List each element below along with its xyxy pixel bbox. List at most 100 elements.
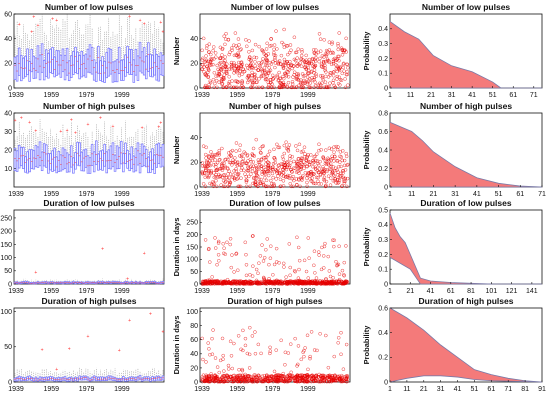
scatter-point [221,242,225,246]
scatter-point [227,75,231,79]
y-tick-label: 150 [0,242,12,249]
box-iqr [161,144,165,167]
scatter-point [333,177,338,181]
scatter-point [242,168,246,173]
scatter-point [203,85,207,90]
y-tick-label: 30 [4,129,12,136]
scatter-point [313,80,317,84]
scatter-point [342,179,346,183]
scatter-point [285,280,289,284]
upper-bound-line [389,212,492,285]
scatter-point [314,72,318,76]
scatter-point [336,81,341,86]
scatter-point [229,374,233,379]
box-outlier: + [59,129,62,135]
scatter-point [326,156,330,160]
scatter-point [222,61,227,65]
scatter-point [342,273,346,277]
scatter-point [266,52,270,56]
scatter-point [268,349,273,353]
scatter-point [285,60,289,64]
scatter-point [289,85,294,90]
scatter-point [340,373,344,378]
scatter-point [254,80,258,85]
scatter-point [330,50,335,55]
scatter-point [227,183,232,187]
box-outlier: + [51,16,54,22]
scatter-point [232,169,236,173]
x-tick-label: 21 [430,191,438,198]
scatter-point [242,70,246,74]
scatter-point [242,150,246,154]
scatter-point [279,53,284,58]
scatter-panel-title: Duration of high pulses [228,296,323,306]
y-tick-label: 0 [384,379,388,386]
scatter-point [234,85,238,90]
scatter-point [297,171,301,175]
scatter-point [251,81,255,85]
x-tick-label: 1959 [230,92,246,99]
y-tick-label: 100 [0,255,12,262]
scatter-point [204,58,209,62]
scatter-point [213,81,217,86]
scatter-point [203,72,207,77]
scatter-point [261,281,266,286]
scatter-point [276,78,280,83]
scatter-point [221,280,225,284]
scatter-point [295,373,299,378]
scatter-point [207,61,212,66]
scatter-point [226,367,231,371]
scatter-point [226,157,230,162]
scatter-point [204,54,208,58]
y-tick-label: 40 [190,36,198,43]
scatter-point [340,158,344,163]
scatter-point [300,81,305,85]
box-outlier: + [149,312,152,318]
scatter-point [327,269,332,273]
scatter-point [236,268,240,272]
scatter-point [294,279,299,284]
scatter-point [282,27,286,32]
scatter-point [300,373,305,377]
scatter-point [250,334,255,338]
scatter-point [339,78,344,83]
scatter-point [317,182,321,186]
scatter-point [217,148,222,153]
scatter-point [318,159,322,164]
scatter-point [209,150,213,154]
scatter-point [305,164,309,169]
scatter-point [219,64,223,69]
scatter-point [331,165,335,169]
scatter-point [212,171,216,175]
prob-panel-title: Number of low pulses [422,2,511,12]
scatter-point [256,160,261,165]
scatter-point [235,374,239,378]
scatter-point [263,172,268,176]
x-tick-label: 31 [451,191,459,198]
scatter-point [341,367,346,371]
scatter-point [267,71,271,75]
scatter-point [296,169,300,174]
scatter-point [274,177,278,181]
scatter-point [324,48,329,53]
scatter-point [292,35,297,39]
scatter-point [203,279,208,283]
scatter-point [254,55,259,60]
scatter-point [321,156,326,161]
x-tick-label: 1 [388,288,392,295]
scatter-point [300,175,305,180]
scatter-point [267,65,271,70]
scatter-point [202,65,206,69]
scatter-point [240,367,244,372]
scatter-point [203,238,208,242]
scatter-point [209,58,214,63]
y-tick-label: 250 [186,220,198,227]
scatter-point [215,262,219,267]
scatter-point [240,79,244,83]
scatter-point [301,174,305,178]
scatter-point [316,161,320,166]
x-tick-label: 1939 [8,386,24,393]
x-tick-label: 41 [427,288,435,295]
scatter-point [251,234,255,238]
scatter-point [263,162,268,166]
